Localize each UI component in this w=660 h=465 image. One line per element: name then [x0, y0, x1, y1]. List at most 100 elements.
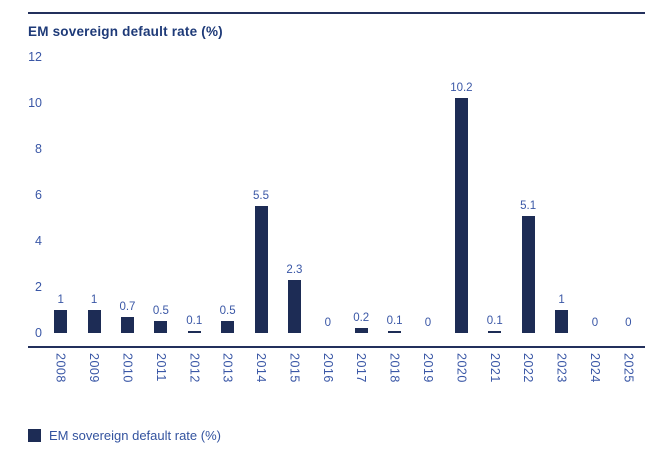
x-tick-label: 2024 — [587, 353, 602, 383]
x-tick-cell: 2025 — [612, 353, 645, 399]
y-axis: 12 10 8 6 4 2 0 — [10, 50, 42, 340]
x-tick-label: 2018 — [387, 353, 402, 383]
x-tick-label: 2023 — [554, 353, 569, 383]
x-tick-label: 2010 — [120, 353, 135, 383]
x-tick-cell: 2018 — [378, 353, 411, 399]
x-tick-cell: 2019 — [411, 353, 444, 399]
x-tick-cell: 2023 — [545, 353, 578, 399]
x-tick-label: 2019 — [420, 353, 435, 383]
x-tick-cell: 2009 — [77, 353, 110, 399]
bar-value-label: 0 — [324, 317, 332, 329]
x-tick-label: 2013 — [220, 353, 235, 383]
y-tick-label: 8 — [35, 142, 42, 156]
bar — [388, 331, 402, 333]
legend-label: EM sovereign default rate (%) — [49, 428, 221, 443]
x-tick-cell: 2017 — [345, 353, 378, 399]
x-tick-cell: 2008 — [44, 353, 77, 399]
bar-value-label: 1 — [558, 294, 565, 306]
bar-value-label: 5.1 — [520, 200, 537, 212]
bar-column: 1 — [44, 57, 77, 333]
bar-value-label: 0.5 — [152, 305, 169, 317]
x-tick-cell: 2015 — [278, 353, 311, 399]
bar — [488, 331, 502, 333]
y-tick-label: 4 — [35, 234, 42, 248]
x-tick-cell: 2022 — [511, 353, 544, 399]
bar — [87, 310, 101, 333]
bar-column: 0.1 — [478, 57, 511, 333]
bar-column: 0.2 — [345, 57, 378, 333]
bar-value-label: 10.2 — [450, 82, 473, 94]
x-tick-cell: 2012 — [178, 353, 211, 399]
bar-value-label: 0.2 — [353, 312, 370, 324]
bar — [254, 206, 268, 333]
bar — [555, 310, 569, 333]
x-tick-label: 2014 — [254, 353, 269, 383]
legend: EM sovereign default rate (%) — [28, 428, 221, 443]
x-tick-label: 2020 — [454, 353, 469, 383]
x-tick-label: 2011 — [153, 353, 168, 382]
bar-column: 0 — [411, 57, 444, 333]
bar-column: 1 — [545, 57, 578, 333]
bar-column: 0.5 — [211, 57, 244, 333]
x-tick-label: 2025 — [621, 353, 636, 383]
bar-column: 1 — [77, 57, 110, 333]
bar-column: 0.1 — [378, 57, 411, 333]
bar-value-label: 0 — [625, 317, 632, 329]
bar-column: 0 — [311, 57, 344, 333]
x-tick-label: 2017 — [354, 353, 369, 383]
bar-value-label: 2.3 — [286, 264, 303, 276]
y-tick-label: 12 — [28, 50, 42, 64]
x-tick-cell: 2021 — [478, 353, 511, 399]
bar — [120, 317, 134, 333]
bar — [221, 321, 235, 333]
x-tick-label: 2012 — [187, 353, 202, 383]
y-tick-label: 10 — [28, 96, 42, 110]
x-tick-cell: 2014 — [244, 353, 277, 399]
bar-column: 0.7 — [111, 57, 144, 333]
x-tick-cell: 2011 — [144, 353, 177, 399]
bar-value-label: 0.1 — [186, 315, 203, 327]
bar-value-label: 0.1 — [486, 315, 503, 327]
bar — [454, 98, 468, 333]
y-tick-label: 0 — [35, 326, 42, 340]
x-tick-label: 2008 — [53, 353, 68, 383]
bar-value-label: 1 — [57, 294, 64, 306]
bar-value-label: 5.5 — [253, 190, 270, 202]
y-tick-label: 2 — [35, 280, 42, 294]
bar — [287, 280, 301, 333]
bar — [521, 216, 535, 333]
bar — [354, 328, 368, 333]
plot-area: 1 1 0.7 0.5 0.1 0.5 5.5 2.3 0 0.2 0.1 0 10.2 0.1 5.1 1 0… — [44, 57, 645, 333]
bar — [54, 310, 68, 333]
bar-column: 0 — [578, 57, 611, 333]
chart-title: EM sovereign default rate (%) — [28, 24, 223, 39]
bar-value-label: 0 — [424, 317, 432, 329]
bar-column: 2.3 — [278, 57, 311, 333]
bar-value-label: 0 — [591, 317, 599, 329]
bar-column: 0 — [612, 57, 645, 333]
bar-value-label: 0.7 — [119, 301, 136, 313]
y-tick-label: 6 — [35, 188, 42, 202]
x-tick-cell: 2016 — [311, 353, 344, 399]
bar-value-label: 0.1 — [386, 315, 403, 327]
x-axis-line — [28, 346, 645, 348]
bar-column: 5.5 — [244, 57, 277, 333]
legend-swatch-icon — [28, 429, 41, 442]
bar-value-label: 1 — [90, 294, 98, 306]
top-divider — [28, 12, 645, 14]
bar-column: 0.5 — [144, 57, 177, 333]
x-tick-cell: 2024 — [578, 353, 611, 399]
x-tick-label: 2021 — [487, 353, 502, 383]
bar — [187, 331, 201, 333]
x-tick-label: 2009 — [87, 353, 102, 383]
x-tick-label: 2022 — [521, 353, 536, 383]
x-tick-label: 2015 — [287, 353, 302, 383]
x-axis-labels: 2008 2009 2010 2011 2012 2013 2014 2015 2016 2017… — [44, 353, 645, 399]
x-tick-label: 2016 — [320, 353, 335, 383]
x-tick-cell: 2013 — [211, 353, 244, 399]
bar — [154, 321, 168, 333]
x-tick-cell: 2010 — [111, 353, 144, 399]
bar-value-label: 0.5 — [219, 305, 236, 317]
bar-column: 0.1 — [178, 57, 211, 333]
